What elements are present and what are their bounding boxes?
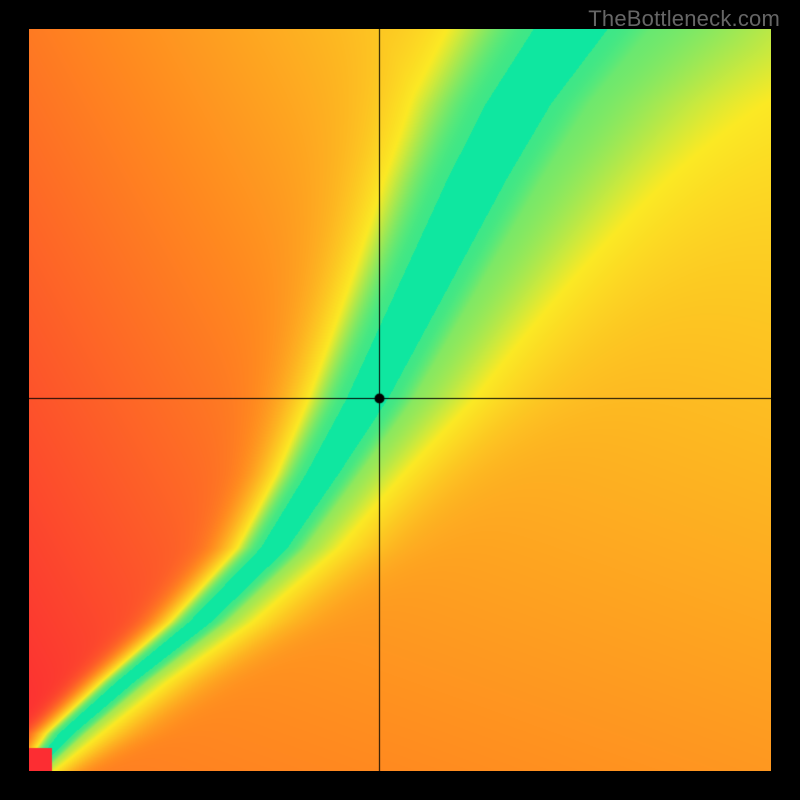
chart-container: TheBottleneck.com [0,0,800,800]
crosshair-overlay [29,29,771,771]
watermark-text: TheBottleneck.com [588,6,780,32]
